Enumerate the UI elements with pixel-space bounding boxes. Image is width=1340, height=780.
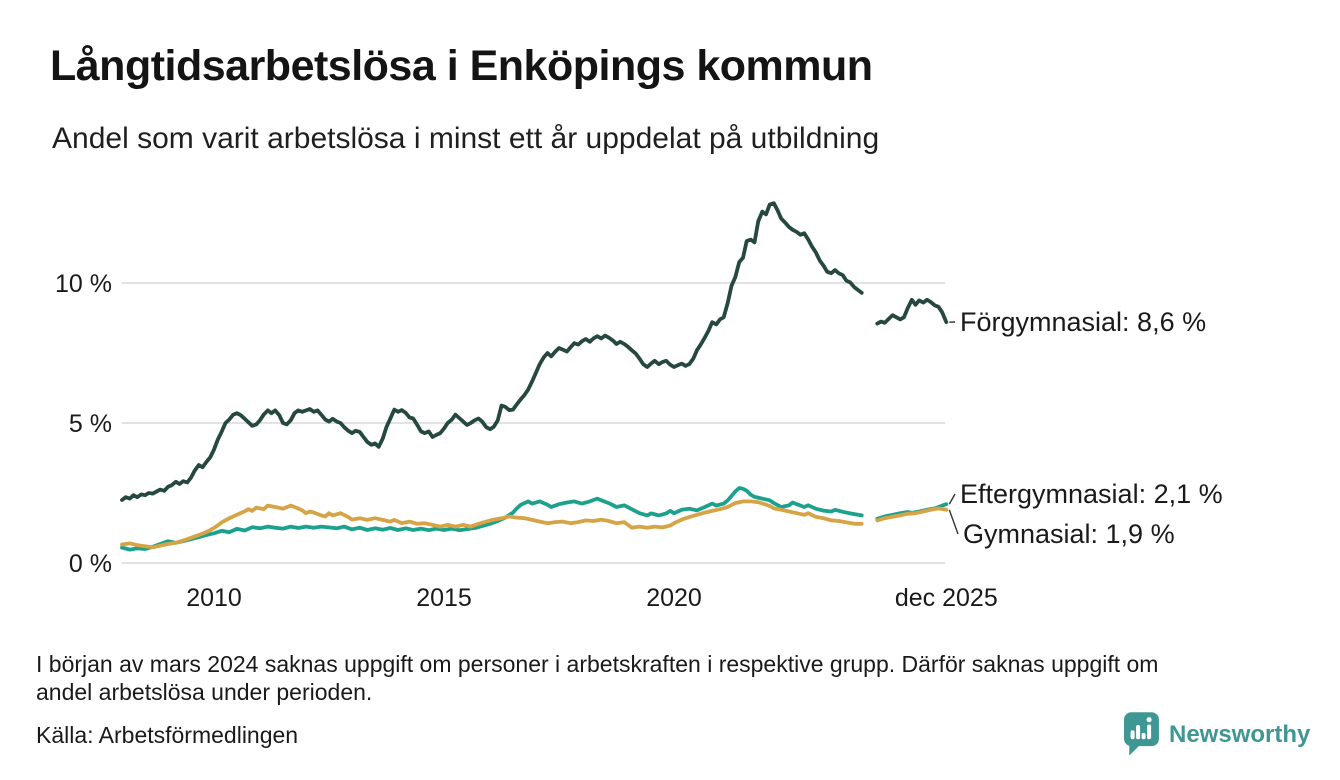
x-axis-tick-label: dec 2025 — [895, 584, 998, 612]
logo-exclamation-dot — [1146, 717, 1152, 723]
series-line-gymnasial-seg1 — [120, 499, 864, 550]
x-axis-tick-label: 2015 — [416, 584, 472, 612]
logo-exclamation-bar — [1147, 724, 1152, 740]
series-line-forgymnasial-seg1 — [120, 201, 864, 502]
series-line-gymnasial-seg2 — [875, 506, 949, 523]
newsworthy-logo: Newsworthy — [1124, 712, 1310, 757]
logo-bar-2 — [1136, 724, 1141, 740]
series-label-forgymnasial: Förgymnasial: 8,6 % — [960, 307, 1206, 337]
x-axis-tick-label: 2020 — [646, 584, 702, 612]
leader-line-eftergymnasial — [948, 493, 956, 505]
series-label-gymnasial: Gymnasial: 1,9 % — [963, 519, 1175, 549]
page-title: Långtidsarbetslösa i Enköpings kommun — [50, 42, 873, 90]
source-caption: Källa: Arbetsförmedlingen — [36, 722, 299, 748]
footnote-line-2: andel arbetslösa under perioden. — [36, 679, 373, 705]
logo-bar-3 — [1141, 732, 1146, 740]
footnote-line-1: I början av mars 2024 saknas uppgift om … — [36, 651, 1159, 677]
series-line-forgymnasial-seg2 — [875, 297, 949, 326]
newsworthy-icon — [1124, 712, 1159, 756]
newsworthy-wordmark: Newsworthy — [1169, 720, 1311, 748]
logo-bar-1 — [1130, 730, 1135, 740]
series-line-eftergymnasial-seg1 — [120, 486, 864, 552]
y-axis-tick-label: 0 % — [69, 550, 112, 578]
chart-subtitle: Andel som varit arbetslösa i minst ett å… — [52, 122, 880, 155]
series-label-eftergymnasial: Eftergymnasial: 2,1 % — [960, 479, 1223, 509]
chart-footnote: I början av mars 2024 saknas uppgift om … — [36, 650, 1158, 706]
y-axis-tick-label: 5 % — [69, 410, 112, 438]
y-axis-tick-label: 10 % — [55, 270, 112, 298]
leader-line-gymnasial — [948, 509, 959, 535]
x-axis-tick-label: 2010 — [186, 584, 242, 612]
